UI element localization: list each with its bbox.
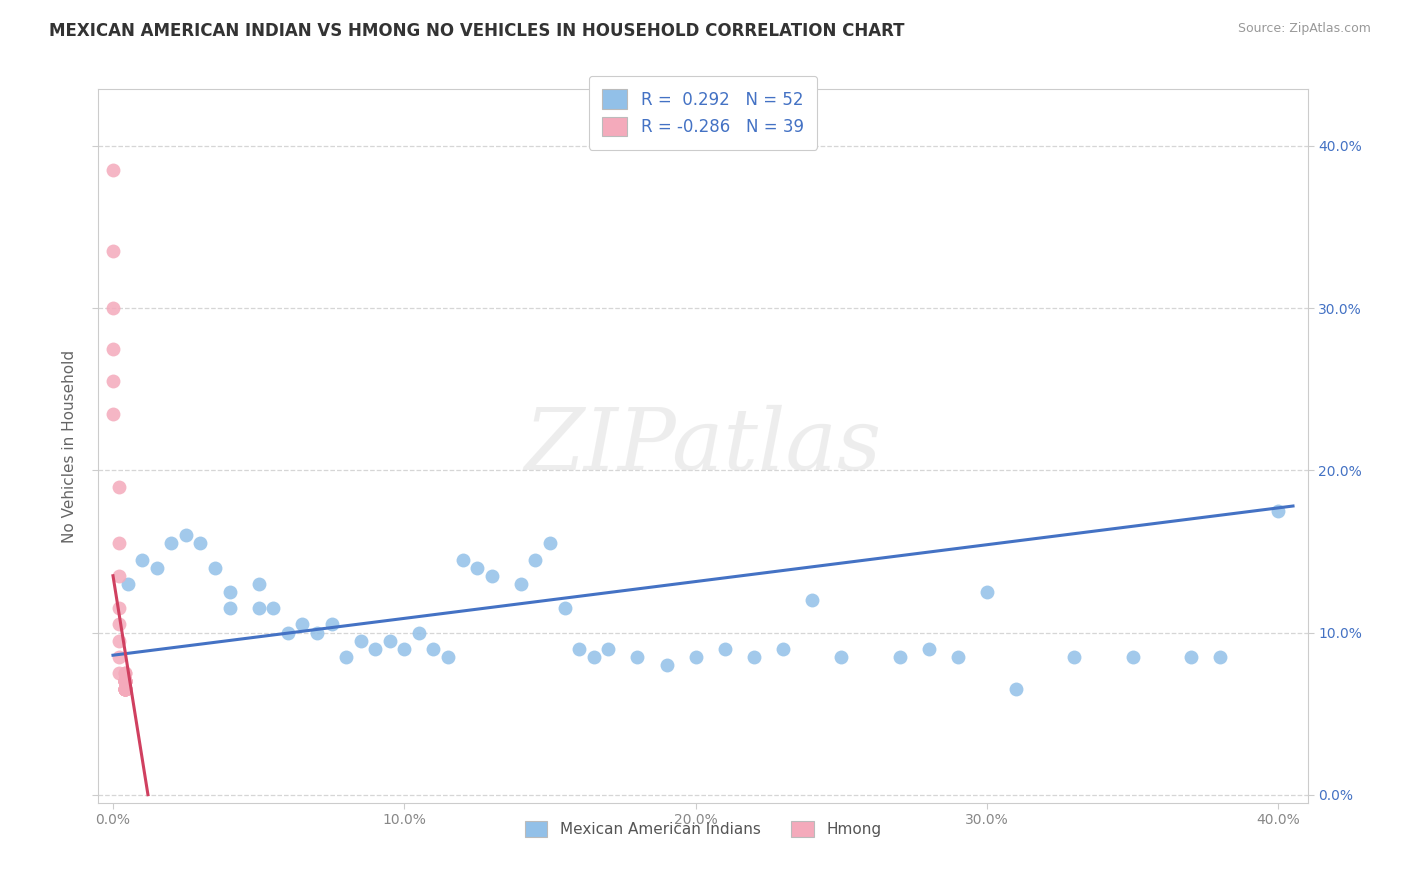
Point bbox=[538, 536, 561, 550]
Point bbox=[114, 682, 136, 697]
Point bbox=[114, 682, 136, 697]
Point bbox=[145, 560, 167, 574]
Point bbox=[262, 601, 284, 615]
Point bbox=[364, 641, 387, 656]
Point bbox=[114, 682, 136, 697]
Point bbox=[101, 374, 124, 388]
Point bbox=[114, 674, 136, 689]
Point bbox=[114, 682, 136, 697]
Point bbox=[114, 666, 136, 681]
Point bbox=[976, 585, 998, 599]
Point bbox=[305, 625, 328, 640]
Point bbox=[918, 641, 941, 656]
Point bbox=[378, 633, 401, 648]
Point bbox=[114, 674, 136, 689]
Point bbox=[108, 479, 131, 493]
Point bbox=[714, 641, 737, 656]
Point bbox=[889, 649, 911, 664]
Point bbox=[114, 674, 136, 689]
Point bbox=[568, 641, 591, 656]
Point bbox=[114, 682, 136, 697]
Point bbox=[114, 682, 136, 697]
Text: ZIPatlas: ZIPatlas bbox=[524, 405, 882, 487]
Point bbox=[108, 601, 131, 615]
Point bbox=[1180, 649, 1202, 664]
Point bbox=[524, 552, 547, 566]
Point bbox=[481, 568, 503, 582]
Point bbox=[408, 625, 430, 640]
Point bbox=[247, 577, 270, 591]
Point bbox=[108, 633, 131, 648]
Point bbox=[422, 641, 444, 656]
Point bbox=[114, 674, 136, 689]
Point bbox=[946, 649, 969, 664]
Point bbox=[655, 657, 678, 672]
Point bbox=[1005, 682, 1028, 697]
Point bbox=[350, 633, 373, 648]
Point bbox=[114, 674, 136, 689]
Point bbox=[114, 666, 136, 681]
Point bbox=[108, 666, 131, 681]
Point bbox=[247, 601, 270, 615]
Point bbox=[160, 536, 183, 550]
Point bbox=[114, 682, 136, 697]
Point bbox=[830, 649, 852, 664]
Point bbox=[101, 163, 124, 178]
Point bbox=[1122, 649, 1144, 664]
Point bbox=[437, 649, 460, 664]
Point bbox=[114, 674, 136, 689]
Point bbox=[1063, 649, 1085, 664]
Point bbox=[117, 577, 139, 591]
Text: Source: ZipAtlas.com: Source: ZipAtlas.com bbox=[1237, 22, 1371, 36]
Point bbox=[114, 674, 136, 689]
Point bbox=[626, 649, 648, 664]
Point bbox=[801, 593, 824, 607]
Point bbox=[218, 601, 240, 615]
Point bbox=[291, 617, 314, 632]
Point bbox=[465, 560, 488, 574]
Point bbox=[114, 682, 136, 697]
Point bbox=[114, 674, 136, 689]
Point bbox=[582, 649, 605, 664]
Point bbox=[114, 674, 136, 689]
Point bbox=[114, 682, 136, 697]
Point bbox=[101, 407, 124, 421]
Point bbox=[101, 301, 124, 315]
Point bbox=[1209, 649, 1232, 664]
Point bbox=[101, 342, 124, 356]
Point bbox=[218, 585, 240, 599]
Point bbox=[131, 552, 153, 566]
Point bbox=[204, 560, 226, 574]
Point bbox=[772, 641, 794, 656]
Legend: Mexican American Indians, Hmong: Mexican American Indians, Hmong bbox=[517, 814, 889, 845]
Point bbox=[101, 244, 124, 259]
Point bbox=[685, 649, 707, 664]
Point bbox=[598, 641, 620, 656]
Point bbox=[321, 617, 343, 632]
Point bbox=[114, 674, 136, 689]
Point bbox=[451, 552, 474, 566]
Point bbox=[394, 641, 416, 656]
Point bbox=[174, 528, 197, 542]
Point bbox=[554, 601, 576, 615]
Point bbox=[190, 536, 212, 550]
Point bbox=[108, 617, 131, 632]
Point bbox=[509, 577, 531, 591]
Point bbox=[108, 536, 131, 550]
Point bbox=[335, 649, 357, 664]
Point bbox=[1267, 504, 1289, 518]
Point bbox=[742, 649, 765, 664]
Y-axis label: No Vehicles in Household: No Vehicles in Household bbox=[62, 350, 77, 542]
Point bbox=[114, 674, 136, 689]
Point bbox=[108, 568, 131, 582]
Point bbox=[114, 682, 136, 697]
Point bbox=[108, 649, 131, 664]
Point bbox=[114, 682, 136, 697]
Point bbox=[277, 625, 299, 640]
Text: MEXICAN AMERICAN INDIAN VS HMONG NO VEHICLES IN HOUSEHOLD CORRELATION CHART: MEXICAN AMERICAN INDIAN VS HMONG NO VEHI… bbox=[49, 22, 904, 40]
Point bbox=[114, 674, 136, 689]
